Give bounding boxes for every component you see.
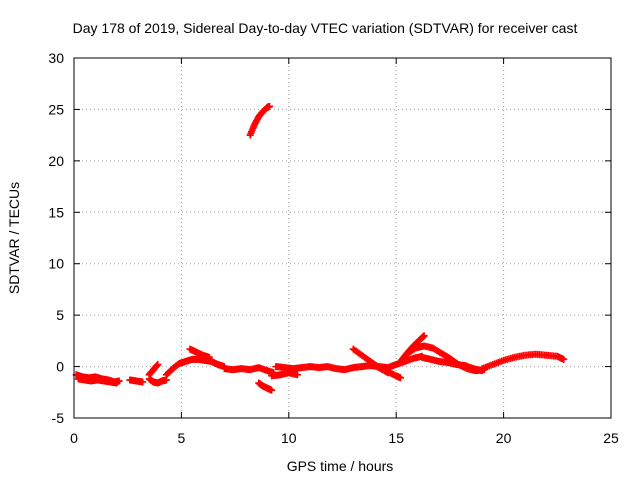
series-segment [255, 379, 276, 394]
y-tick-label: 15 [48, 204, 64, 220]
y-axis-label: SDTVAR / TECUs [6, 182, 22, 294]
y-tick-label: 20 [48, 153, 64, 169]
series-segment [74, 375, 121, 387]
series-segment [186, 345, 213, 361]
y-tick-label: -5 [52, 410, 65, 426]
y-tick-label: 30 [48, 50, 64, 66]
x-tick-label: 0 [70, 430, 78, 446]
data-point [293, 371, 301, 379]
x-tick-label: 20 [496, 430, 512, 446]
series-segment [145, 375, 170, 387]
x-tick-label: 15 [388, 430, 404, 446]
data-point [420, 332, 428, 340]
series-segment [478, 350, 568, 373]
axis-ticks: 0 5 10 15 20 25 -5 0 5 10 15 20 25 30 [48, 50, 619, 446]
data-points [72, 102, 568, 394]
y-tick-label: 25 [48, 101, 64, 117]
y-tick-label: 5 [56, 307, 64, 323]
series-segment [126, 376, 147, 386]
series-segment [418, 353, 486, 375]
data-point [268, 386, 276, 394]
data-point [113, 379, 121, 387]
series-segment [268, 369, 301, 380]
series-segment [145, 361, 162, 379]
chart-title: Day 178 of 2019, Sidereal Day-to-day VTE… [73, 20, 578, 36]
x-tick-label: 10 [281, 430, 297, 446]
data-point [205, 353, 213, 361]
plot-frame [73, 57, 612, 419]
data-point [396, 374, 404, 382]
series-segment [366, 359, 404, 382]
series-segment [162, 355, 228, 379]
data-point [265, 102, 273, 110]
series-sdtvar [72, 102, 568, 394]
x-tick-label: 5 [178, 430, 186, 446]
series-segment [220, 364, 278, 377]
data-point [154, 361, 162, 369]
x-tick-label: 25 [603, 430, 619, 446]
y-tick-label: 10 [48, 256, 64, 272]
series-segment [246, 102, 273, 139]
data-point [139, 378, 147, 386]
series-segment [272, 352, 426, 374]
data-point [560, 355, 568, 363]
x-axis-label: GPS time / hours [287, 458, 394, 474]
y-tick-label: 0 [56, 359, 64, 375]
